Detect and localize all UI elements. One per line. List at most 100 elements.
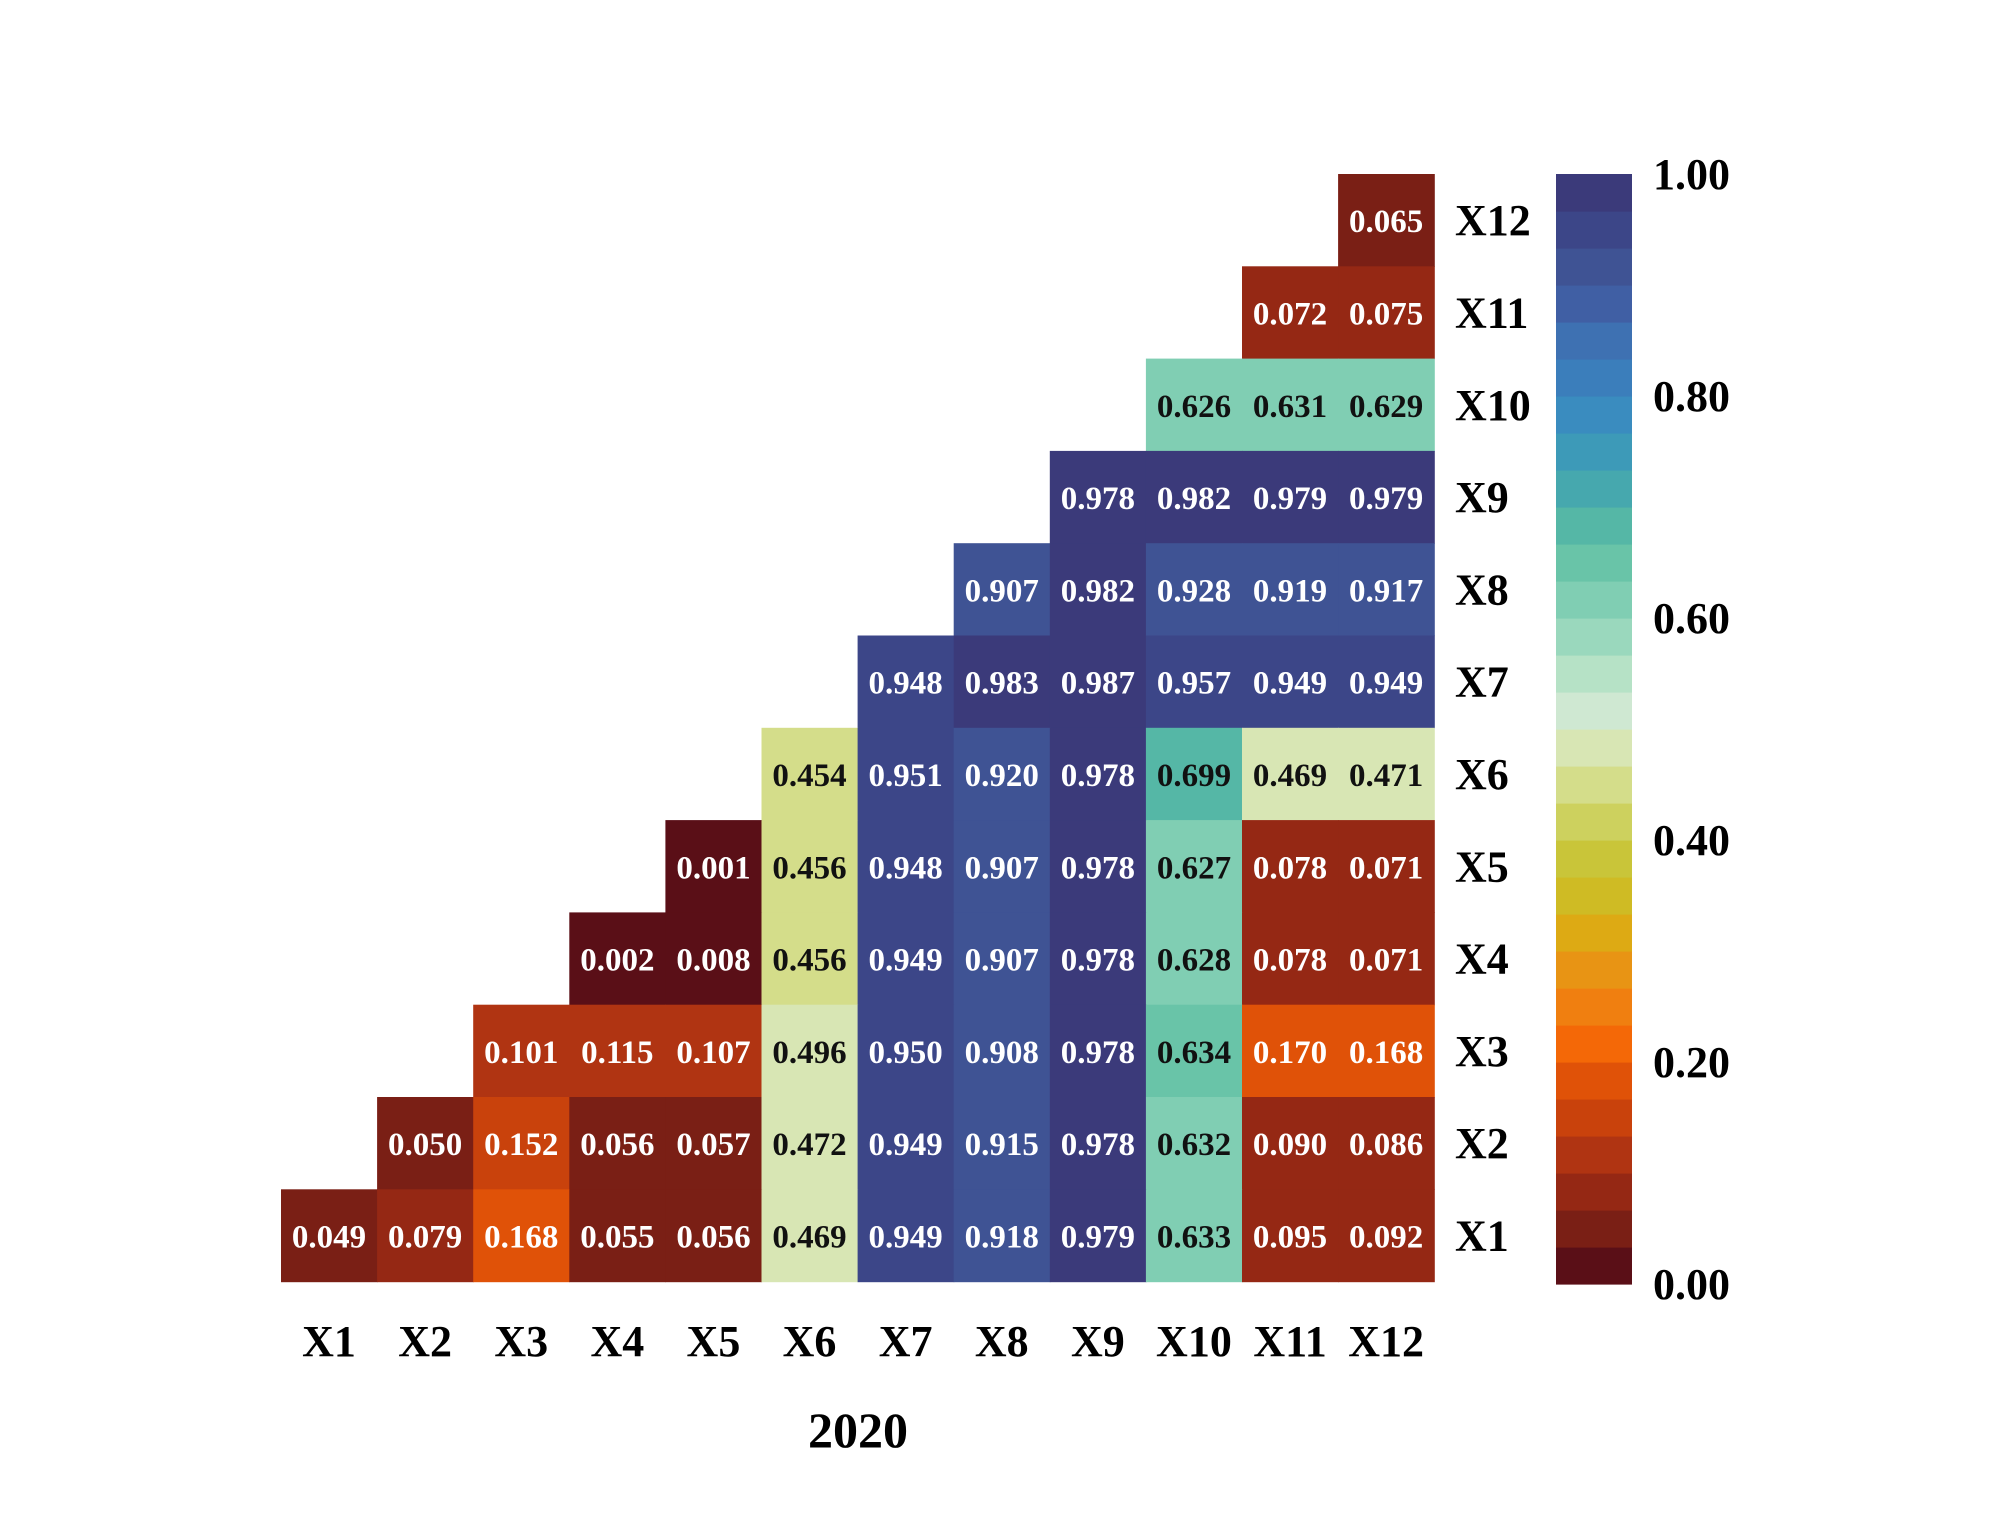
y-tick-label: X5 <box>1455 842 1509 891</box>
cell-value-label: 0.101 <box>484 1035 558 1071</box>
y-tick-label: X8 <box>1455 565 1509 614</box>
heatmap-cell <box>953 1004 1051 1098</box>
heatmap-cell <box>761 1189 859 1283</box>
x-tick-label: X7 <box>879 1317 933 1366</box>
heatmap-cell <box>1242 1189 1339 1283</box>
heatmap-cell <box>665 1097 763 1190</box>
colorbar-segment <box>1556 433 1632 471</box>
cell-value-label: 0.454 <box>772 758 846 794</box>
colorbar-segment <box>1556 1210 1632 1248</box>
cell-value-label: 0.078 <box>1253 943 1327 979</box>
cell-value-label: 0.056 <box>676 1219 750 1255</box>
heatmap-cell <box>953 543 1051 637</box>
heatmap-cell <box>857 912 955 1006</box>
heatmap-cell <box>1145 1189 1243 1283</box>
cell-value-label: 0.951 <box>869 758 943 794</box>
cell-value-label: 0.626 <box>1157 389 1231 425</box>
cell-value-label: 0.907 <box>965 943 1039 979</box>
y-tick-label: X10 <box>1455 381 1531 430</box>
cell-value-label: 0.496 <box>772 1035 846 1071</box>
colorbar-segment <box>1556 174 1632 212</box>
colorbar-tick-label: 1.00 <box>1653 150 1730 199</box>
heatmap-cell <box>1242 1097 1339 1190</box>
heatmap-cell <box>1049 543 1147 637</box>
cell-value-label: 0.917 <box>1349 573 1423 609</box>
heatmap-cell <box>857 1004 955 1098</box>
cell-value-label: 0.075 <box>1349 296 1423 332</box>
cell-value-label: 0.949 <box>869 943 943 979</box>
colorbar-segment <box>1556 1173 1632 1211</box>
heatmap-cell <box>473 1189 570 1283</box>
cell-value-label: 0.957 <box>1157 666 1231 702</box>
cell-value-label: 0.001 <box>676 850 750 886</box>
heatmap-cell <box>953 727 1051 821</box>
colorbar-segment <box>1556 248 1632 286</box>
heatmap-cell <box>1338 1004 1435 1098</box>
heatmap-cell <box>1242 358 1339 452</box>
cell-value-label: 0.065 <box>1349 204 1423 240</box>
heatmap-cell <box>1145 635 1243 729</box>
x-tick-label: X11 <box>1253 1317 1326 1366</box>
heatmap-cell <box>1145 912 1243 1006</box>
cell-value-label: 0.107 <box>676 1035 750 1071</box>
colorbar-segment <box>1556 692 1632 730</box>
cell-value-label: 0.978 <box>1061 943 1135 979</box>
x-tick-label: X10 <box>1156 1317 1232 1366</box>
cell-value-label: 0.049 <box>292 1219 366 1255</box>
heatmap-cells <box>281 174 1435 1283</box>
cell-value-label: 0.978 <box>1061 850 1135 886</box>
cell-value-label: 0.456 <box>772 850 846 886</box>
cell-value-label: 0.978 <box>1061 1035 1135 1071</box>
heatmap-cell <box>569 1097 666 1190</box>
heatmap-cell <box>473 1097 570 1190</box>
cell-value-label: 0.907 <box>965 573 1039 609</box>
colorbar-segment <box>1556 285 1632 323</box>
cell-value-label: 0.079 <box>388 1219 462 1255</box>
y-tick-label: X1 <box>1455 1211 1509 1260</box>
cell-value-label: 0.115 <box>581 1035 653 1071</box>
colorbar-segment <box>1556 988 1632 1026</box>
colorbar-segment <box>1556 1025 1632 1063</box>
cell-value-label: 0.983 <box>965 666 1039 702</box>
cell-value-label: 0.982 <box>1061 573 1135 609</box>
cell-value-label: 0.979 <box>1253 481 1327 517</box>
cell-value-label: 0.949 <box>1253 666 1327 702</box>
cell-value-label: 0.928 <box>1157 573 1231 609</box>
heatmap-cell <box>665 912 763 1006</box>
cell-value-label: 0.168 <box>1349 1035 1423 1071</box>
cell-value-label: 0.627 <box>1157 850 1231 886</box>
heatmap-cell <box>1242 1004 1339 1098</box>
cell-value-label: 0.907 <box>965 850 1039 886</box>
heatmap-cell <box>1338 1097 1435 1190</box>
x-tick-label: X5 <box>687 1317 741 1366</box>
heatmap-cell <box>1338 543 1435 637</box>
cell-value-label: 0.949 <box>869 1219 943 1255</box>
colorbar-tick-labels: 0.00 0.20 0.40 0.60 0.80 1.00 <box>1653 150 1730 1309</box>
heatmap-cell <box>1145 1004 1243 1098</box>
heatmap-cell <box>1049 727 1147 821</box>
x-axis-tick-labels: X1 X2 X3 X4 X5 X6 X7 X8 X9 X10 X11 X12 <box>302 1317 1424 1366</box>
y-tick-label: X3 <box>1455 1027 1509 1076</box>
heatmap-cell <box>761 1097 859 1190</box>
cell-value-label: 0.170 <box>1253 1035 1327 1071</box>
cell-value-label: 0.072 <box>1253 296 1327 332</box>
heatmap-cell <box>857 635 955 729</box>
colorbar-segment <box>1556 396 1632 434</box>
cell-value-label: 0.469 <box>772 1219 846 1255</box>
cell-value-label: 0.092 <box>1349 1219 1423 1255</box>
y-tick-label: X9 <box>1455 473 1509 522</box>
colorbar-segment <box>1556 766 1632 804</box>
cell-value-label: 0.002 <box>580 943 654 979</box>
heatmap-cell <box>761 912 859 1006</box>
colorbar-segment <box>1556 877 1632 915</box>
colorbar-segment <box>1556 211 1632 249</box>
cell-value-label: 0.471 <box>1349 758 1423 794</box>
heatmap-cell <box>1242 635 1339 729</box>
y-tick-label: X7 <box>1455 658 1509 707</box>
heatmap-cell <box>1338 450 1435 544</box>
colorbar-segment <box>1556 581 1632 619</box>
colorbar-segment <box>1556 359 1632 397</box>
colorbar-segment <box>1556 507 1632 545</box>
cell-value-label: 0.090 <box>1253 1127 1327 1163</box>
